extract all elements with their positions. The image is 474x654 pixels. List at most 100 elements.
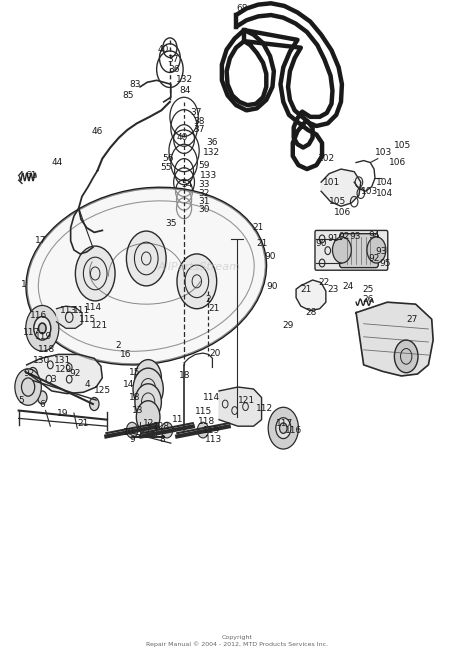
Text: 114: 114	[85, 303, 102, 312]
Circle shape	[21, 378, 35, 396]
Text: 18: 18	[129, 393, 141, 402]
Text: 14: 14	[123, 380, 134, 389]
Text: 54: 54	[181, 181, 192, 189]
Text: 115: 115	[79, 315, 96, 324]
Text: 133: 133	[200, 171, 218, 180]
Text: 37: 37	[193, 126, 205, 135]
Text: AllPartsStream: AllPartsStream	[158, 262, 241, 272]
Text: 105: 105	[394, 141, 411, 150]
Text: 23: 23	[328, 284, 339, 294]
Text: 118: 118	[37, 345, 55, 354]
Text: 118: 118	[198, 417, 216, 426]
Text: 17: 17	[35, 236, 46, 245]
Text: 116: 116	[30, 311, 47, 320]
Text: 31: 31	[198, 198, 210, 206]
Text: 105: 105	[329, 198, 346, 206]
Text: 46: 46	[91, 127, 103, 136]
Text: 104: 104	[376, 178, 393, 186]
Text: 24: 24	[342, 282, 353, 291]
Circle shape	[394, 340, 418, 373]
Text: 131: 131	[54, 356, 71, 366]
Text: 2: 2	[205, 295, 210, 304]
Circle shape	[332, 237, 351, 263]
Text: 32: 32	[198, 189, 210, 198]
Text: 90: 90	[264, 252, 276, 261]
Text: 92: 92	[23, 370, 35, 379]
Text: 2: 2	[115, 341, 121, 350]
Text: 12: 12	[144, 419, 155, 428]
Text: 111: 111	[73, 306, 90, 315]
Text: 21: 21	[301, 284, 312, 294]
Text: 35: 35	[165, 219, 177, 228]
Text: 106: 106	[389, 158, 406, 167]
Text: 112: 112	[256, 404, 273, 413]
Polygon shape	[321, 169, 361, 206]
Polygon shape	[219, 387, 262, 426]
Circle shape	[135, 384, 161, 421]
Text: 21: 21	[209, 304, 220, 313]
Text: 115: 115	[195, 407, 213, 417]
Ellipse shape	[27, 188, 266, 364]
Text: 44: 44	[52, 158, 63, 167]
Circle shape	[137, 401, 160, 434]
Polygon shape	[25, 354, 102, 394]
Text: 20: 20	[210, 349, 221, 358]
Text: 36: 36	[206, 139, 218, 147]
Circle shape	[28, 368, 37, 381]
Text: 104: 104	[376, 189, 393, 198]
FancyBboxPatch shape	[315, 230, 388, 270]
Text: 21: 21	[256, 239, 267, 248]
Circle shape	[75, 246, 115, 301]
Text: 68: 68	[236, 4, 247, 13]
Text: 92: 92	[338, 232, 350, 241]
Text: 10: 10	[123, 428, 134, 438]
Text: 94: 94	[368, 231, 380, 240]
Text: 128: 128	[153, 422, 170, 431]
Circle shape	[197, 422, 209, 438]
Text: 56: 56	[162, 154, 174, 163]
Circle shape	[127, 422, 138, 438]
Text: 106: 106	[334, 208, 351, 217]
Text: 132: 132	[175, 75, 193, 84]
Text: 113: 113	[205, 435, 222, 444]
Text: 113: 113	[60, 306, 77, 315]
Circle shape	[38, 323, 46, 334]
Text: 8: 8	[159, 435, 165, 444]
Text: 27: 27	[406, 315, 418, 324]
Circle shape	[15, 369, 41, 405]
Text: 119: 119	[35, 332, 52, 341]
Text: 18: 18	[179, 371, 191, 381]
Text: 92: 92	[69, 370, 81, 379]
Text: 25: 25	[362, 284, 374, 294]
Text: 3: 3	[50, 375, 56, 384]
Text: 103: 103	[375, 148, 392, 156]
Text: 13: 13	[132, 406, 144, 415]
Circle shape	[34, 317, 51, 340]
Text: 132: 132	[203, 148, 220, 156]
Circle shape	[90, 398, 99, 411]
Text: 4: 4	[85, 380, 91, 389]
Text: 1: 1	[20, 280, 26, 289]
Text: 5: 5	[18, 396, 24, 405]
Circle shape	[127, 231, 166, 286]
Text: 121: 121	[238, 396, 255, 405]
Text: 16: 16	[120, 350, 131, 359]
Text: 84: 84	[179, 86, 191, 95]
Text: 21: 21	[77, 419, 89, 428]
Text: 30: 30	[198, 205, 210, 214]
Circle shape	[177, 254, 217, 309]
Text: 29: 29	[282, 321, 293, 330]
Text: 93: 93	[375, 247, 386, 256]
Text: 61: 61	[25, 171, 37, 180]
Text: 125: 125	[94, 387, 111, 396]
Polygon shape	[296, 280, 326, 311]
Text: 130: 130	[33, 356, 50, 366]
Circle shape	[135, 360, 161, 396]
Text: 83: 83	[129, 80, 141, 89]
Text: 93: 93	[349, 232, 361, 241]
Text: 11: 11	[172, 415, 183, 424]
Text: 101: 101	[323, 178, 340, 186]
Text: 21: 21	[252, 223, 264, 232]
Text: 9: 9	[129, 435, 135, 444]
Text: 90: 90	[266, 282, 278, 291]
